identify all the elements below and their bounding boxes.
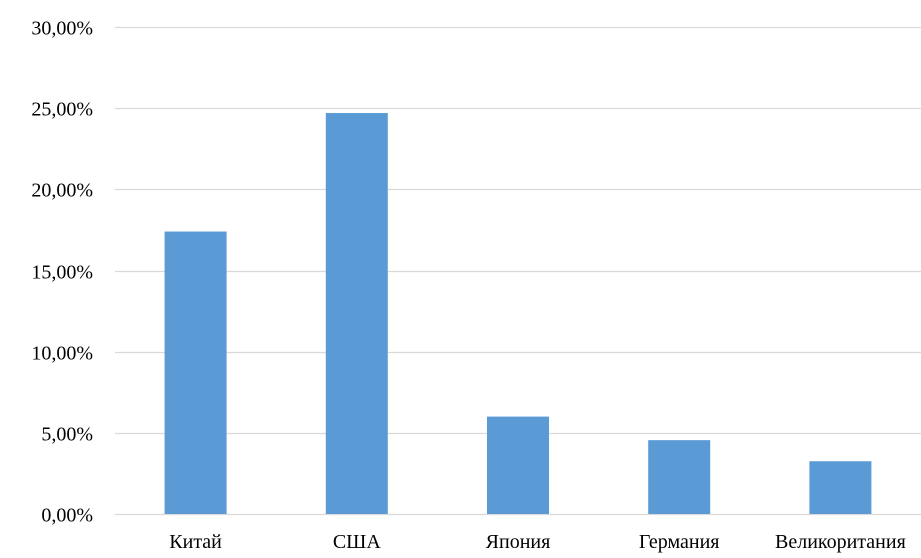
x-tick-label: Великоритания — [775, 531, 906, 553]
y-tick-label: 5,00% — [41, 424, 93, 446]
bar-1 — [164, 231, 227, 515]
bars — [164, 113, 872, 515]
y-tick-label: 0,00% — [41, 505, 93, 527]
y-tick-label: 25,00% — [31, 99, 93, 121]
y-tick-label: 30,00% — [31, 18, 93, 40]
gridlines — [115, 26, 921, 516]
y-tick-label: 20,00% — [31, 180, 93, 202]
x-axis-tick-labels: Китай США Япония Германия Великоритания — [169, 531, 905, 553]
y-tick-label: 10,00% — [31, 343, 93, 365]
y-tick-label: 15,00% — [31, 262, 93, 284]
bar-3 — [487, 416, 549, 514]
y-axis-tick-labels: 0,00% 5,00% 10,00% 15,00% 20,00% 25,00% 30,00% — [31, 18, 93, 527]
bar-5 — [809, 461, 872, 514]
x-tick-label: Япония — [486, 531, 551, 553]
x-tick-label: Китай — [169, 531, 222, 553]
x-tick-label: Германия — [639, 531, 720, 553]
bar-4 — [648, 440, 711, 514]
x-tick-label: США — [333, 531, 382, 553]
bar-2 — [325, 113, 388, 514]
